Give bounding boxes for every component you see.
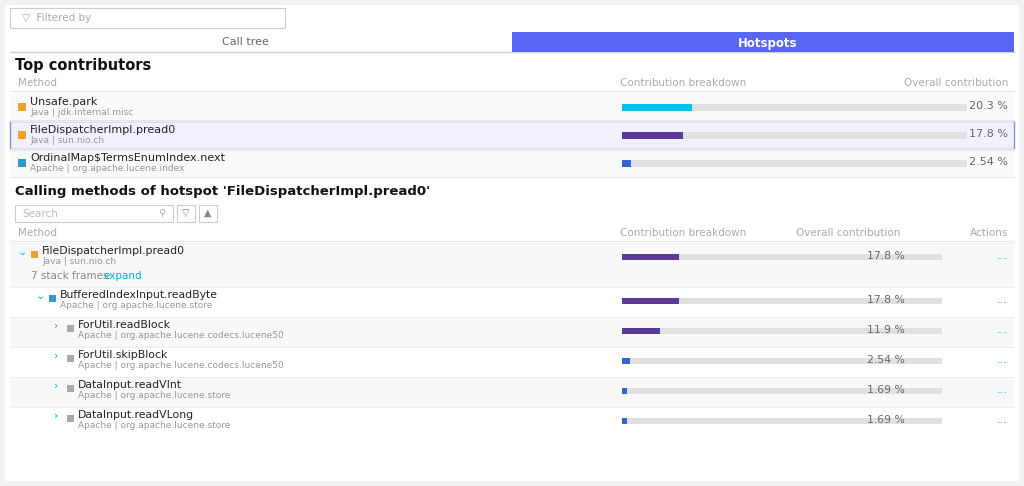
Text: ...: ... bbox=[997, 325, 1008, 335]
Bar bbox=[67, 355, 74, 362]
Bar bbox=[622, 104, 692, 110]
Bar bbox=[622, 358, 630, 364]
Bar bbox=[622, 298, 679, 304]
Text: ⌄: ⌄ bbox=[18, 247, 28, 257]
Bar bbox=[177, 205, 195, 222]
Text: ...: ... bbox=[997, 251, 1008, 261]
Text: ›: › bbox=[54, 381, 58, 391]
Text: ...: ... bbox=[997, 295, 1008, 305]
Bar bbox=[10, 93, 1014, 121]
Bar bbox=[622, 388, 628, 394]
Bar bbox=[622, 254, 942, 260]
Text: ForUtil.skipBlock: ForUtil.skipBlock bbox=[78, 350, 168, 360]
Text: ...: ... bbox=[997, 415, 1008, 425]
Text: DataInput.readVLong: DataInput.readVLong bbox=[78, 410, 195, 420]
Text: 2.54 %: 2.54 % bbox=[867, 355, 905, 365]
Text: Apache | org.apache.lucene.codecs.lucene50: Apache | org.apache.lucene.codecs.lucene… bbox=[78, 331, 284, 340]
Text: Method: Method bbox=[18, 78, 57, 88]
Text: Contribution breakdown: Contribution breakdown bbox=[620, 228, 746, 238]
Text: Contribution breakdown: Contribution breakdown bbox=[620, 78, 746, 88]
Bar bbox=[10, 287, 1014, 317]
Text: expand: expand bbox=[103, 271, 141, 281]
Text: Apache | org.apache.lucene.store: Apache | org.apache.lucene.store bbox=[78, 391, 230, 400]
Text: ▽  Filtered by: ▽ Filtered by bbox=[22, 13, 91, 23]
Text: Overall contribution: Overall contribution bbox=[796, 228, 900, 238]
Bar bbox=[49, 295, 56, 302]
Bar bbox=[622, 132, 967, 139]
Text: ▽: ▽ bbox=[182, 208, 189, 218]
Text: Java | sun.nio.ch: Java | sun.nio.ch bbox=[42, 257, 116, 266]
Text: Unsafe.park: Unsafe.park bbox=[30, 97, 97, 107]
Bar bbox=[10, 407, 1014, 437]
Bar bbox=[622, 104, 967, 110]
Text: ⌄: ⌄ bbox=[36, 291, 45, 301]
Text: Java | sun.nio.ch: Java | sun.nio.ch bbox=[30, 136, 104, 145]
Text: FileDispatcherImpl.pread0: FileDispatcherImpl.pread0 bbox=[30, 125, 176, 135]
Bar bbox=[10, 8, 285, 28]
Text: 7 stack frames: 7 stack frames bbox=[31, 271, 112, 281]
Text: OrdinalMap$TermsEnumIndex.next: OrdinalMap$TermsEnumIndex.next bbox=[30, 153, 225, 163]
Bar bbox=[622, 418, 628, 424]
Bar bbox=[18, 159, 26, 167]
Bar bbox=[10, 32, 1014, 52]
Text: 20.3 %: 20.3 % bbox=[969, 101, 1008, 111]
Bar bbox=[10, 149, 1014, 177]
Text: ›: › bbox=[54, 321, 58, 331]
Text: Top contributors: Top contributors bbox=[15, 58, 152, 73]
Text: Hotspots: Hotspots bbox=[738, 37, 798, 50]
Text: Java | jdk.internal.misc: Java | jdk.internal.misc bbox=[30, 108, 133, 117]
Bar bbox=[10, 121, 1014, 149]
Bar bbox=[622, 418, 942, 424]
Bar bbox=[67, 415, 74, 422]
Text: 1.69 %: 1.69 % bbox=[867, 415, 905, 425]
Bar bbox=[31, 251, 38, 258]
Text: 11.9 %: 11.9 % bbox=[867, 325, 905, 335]
Text: Actions: Actions bbox=[970, 228, 1008, 238]
Text: 1.69 %: 1.69 % bbox=[867, 385, 905, 395]
Bar bbox=[10, 243, 1014, 287]
Text: Apache | org.apache.lucene.codecs.lucene50: Apache | org.apache.lucene.codecs.lucene… bbox=[78, 361, 284, 370]
Text: ⚲: ⚲ bbox=[159, 208, 166, 218]
Text: FileDispatcherImpl.pread0: FileDispatcherImpl.pread0 bbox=[42, 246, 185, 256]
Bar bbox=[622, 358, 942, 364]
Bar bbox=[18, 103, 26, 111]
Text: 17.8 %: 17.8 % bbox=[867, 251, 905, 261]
Bar bbox=[10, 377, 1014, 407]
Text: Calling methods of hotspot 'FileDispatcherImpl.pread0': Calling methods of hotspot 'FileDispatch… bbox=[15, 185, 430, 198]
Bar bbox=[622, 328, 660, 334]
Text: DataInput.readVInt: DataInput.readVInt bbox=[78, 380, 182, 390]
Bar bbox=[199, 205, 217, 222]
Text: ▲: ▲ bbox=[204, 208, 212, 218]
Bar bbox=[67, 325, 74, 332]
Text: ...: ... bbox=[997, 385, 1008, 395]
Text: ForUtil.readBlock: ForUtil.readBlock bbox=[78, 320, 171, 330]
Text: Apache | org.apache.lucene.store: Apache | org.apache.lucene.store bbox=[60, 301, 212, 310]
Bar bbox=[67, 385, 74, 392]
Text: Apache | org.apache.lucene.index: Apache | org.apache.lucene.index bbox=[30, 164, 184, 173]
Bar bbox=[10, 317, 1014, 347]
Bar bbox=[622, 298, 942, 304]
Text: 17.8 %: 17.8 % bbox=[969, 129, 1008, 139]
Bar bbox=[622, 159, 631, 167]
Text: ...: ... bbox=[997, 355, 1008, 365]
Text: Call tree: Call tree bbox=[222, 37, 269, 47]
Bar bbox=[512, 32, 1014, 52]
Bar bbox=[622, 159, 967, 167]
Text: Search: Search bbox=[22, 209, 58, 219]
Text: ›: › bbox=[54, 351, 58, 361]
Bar bbox=[18, 131, 26, 139]
Bar bbox=[10, 347, 1014, 377]
Bar bbox=[622, 132, 683, 139]
Text: Apache | org.apache.lucene.store: Apache | org.apache.lucene.store bbox=[78, 421, 230, 430]
Text: ›: › bbox=[54, 411, 58, 421]
Bar bbox=[622, 328, 942, 334]
Bar bbox=[622, 254, 679, 260]
Bar bbox=[622, 388, 942, 394]
Text: Method: Method bbox=[18, 228, 57, 238]
Text: Overall contribution: Overall contribution bbox=[903, 78, 1008, 88]
Text: 17.8 %: 17.8 % bbox=[867, 295, 905, 305]
Bar bbox=[15, 205, 173, 222]
Text: 2.54 %: 2.54 % bbox=[969, 157, 1008, 167]
Text: BufferedIndexInput.readByte: BufferedIndexInput.readByte bbox=[60, 290, 218, 300]
